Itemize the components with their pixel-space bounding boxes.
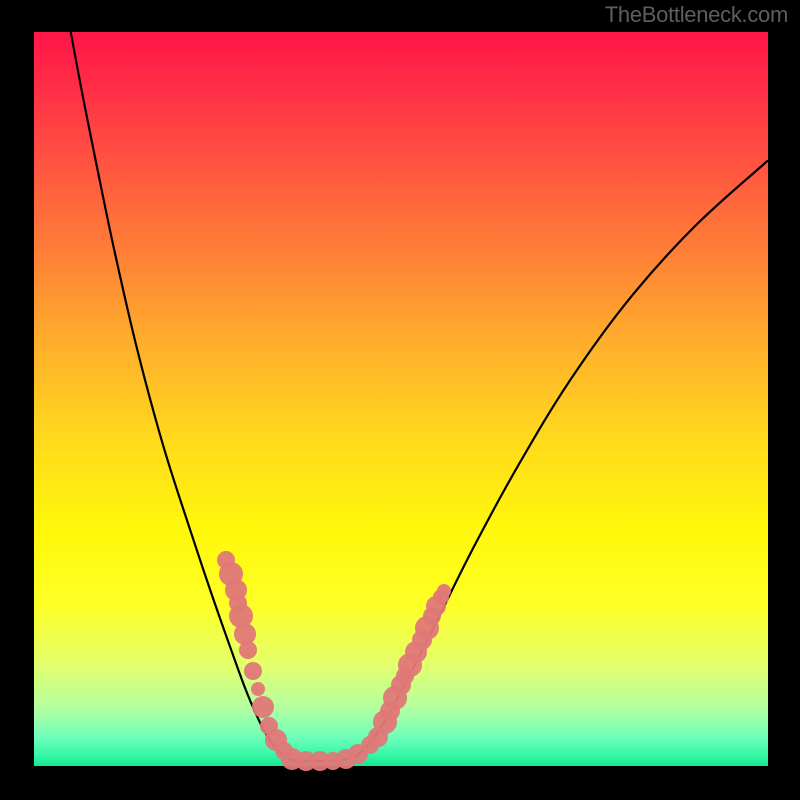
watermark-text: TheBottleneck.com xyxy=(605,2,788,28)
data-marker xyxy=(252,696,274,718)
plot-area xyxy=(34,32,768,766)
data-marker xyxy=(437,584,451,598)
data-marker xyxy=(244,662,262,680)
data-marker xyxy=(251,682,265,696)
data-marker xyxy=(239,641,257,659)
